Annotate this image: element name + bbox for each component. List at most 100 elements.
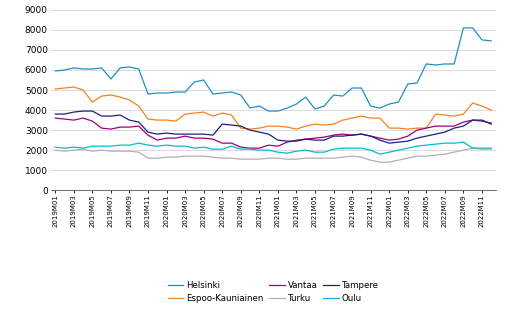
Espoo-Kauniainen bbox=[126, 98, 132, 102]
Turku bbox=[478, 147, 484, 151]
Espoo-Kauniainen bbox=[237, 126, 243, 130]
Tampere bbox=[321, 138, 327, 142]
Tampere bbox=[256, 130, 262, 134]
Espoo-Kauniainen bbox=[367, 116, 373, 120]
Tampere bbox=[126, 118, 132, 122]
Helsinki bbox=[339, 94, 345, 98]
Tampere bbox=[182, 132, 188, 136]
Oulu bbox=[460, 140, 466, 144]
Turku bbox=[210, 155, 216, 159]
Helsinki bbox=[117, 66, 123, 70]
Turku bbox=[404, 156, 410, 160]
Vantaa bbox=[293, 138, 299, 142]
Oulu bbox=[367, 148, 373, 152]
Helsinki bbox=[135, 67, 141, 71]
Turku bbox=[469, 146, 475, 150]
Helsinki bbox=[246, 106, 252, 110]
Turku bbox=[135, 150, 141, 154]
Tampere bbox=[395, 140, 401, 144]
Oulu bbox=[450, 141, 457, 145]
Oulu bbox=[145, 143, 151, 147]
Line: Espoo-Kauniainen: Espoo-Kauniainen bbox=[55, 87, 490, 129]
Tampere bbox=[191, 132, 197, 136]
Tampere bbox=[52, 112, 58, 116]
Oulu bbox=[80, 146, 86, 150]
Tampere bbox=[71, 110, 77, 114]
Tampere bbox=[62, 112, 68, 116]
Helsinki bbox=[413, 81, 419, 85]
Espoo-Kauniainen bbox=[302, 124, 308, 128]
Oulu bbox=[237, 147, 243, 151]
Vantaa bbox=[154, 138, 160, 142]
Oulu bbox=[293, 149, 299, 153]
Espoo-Kauniainen bbox=[210, 114, 216, 118]
Turku bbox=[441, 152, 447, 156]
Turku bbox=[367, 158, 373, 162]
Vantaa bbox=[432, 124, 438, 128]
Helsinki bbox=[321, 104, 327, 108]
Vantaa bbox=[395, 137, 401, 141]
Helsinki bbox=[487, 39, 493, 43]
Espoo-Kauniainen bbox=[145, 117, 151, 121]
Vantaa bbox=[487, 121, 493, 125]
Line: Turku: Turku bbox=[55, 148, 490, 162]
Tampere bbox=[450, 126, 457, 130]
Turku bbox=[108, 149, 114, 153]
Vantaa bbox=[237, 145, 243, 149]
Tampere bbox=[284, 139, 290, 143]
Oulu bbox=[432, 142, 438, 146]
Turku bbox=[460, 148, 466, 152]
Turku bbox=[358, 155, 364, 159]
Turku bbox=[200, 154, 206, 158]
Tampere bbox=[210, 133, 216, 137]
Vantaa bbox=[108, 127, 114, 131]
Helsinki bbox=[395, 100, 401, 104]
Helsinki bbox=[376, 106, 382, 110]
Espoo-Kauniainen bbox=[311, 122, 318, 126]
Tampere bbox=[145, 130, 151, 134]
Oulu bbox=[265, 148, 271, 152]
Turku bbox=[265, 156, 271, 160]
Vantaa bbox=[210, 137, 216, 141]
Oulu bbox=[71, 145, 77, 149]
Oulu bbox=[228, 144, 234, 148]
Vantaa bbox=[246, 146, 252, 150]
Tampere bbox=[367, 134, 373, 138]
Espoo-Kauniainen bbox=[80, 88, 86, 92]
Tampere bbox=[469, 118, 475, 122]
Tampere bbox=[330, 134, 336, 138]
Helsinki bbox=[71, 66, 77, 70]
Vantaa bbox=[330, 133, 336, 137]
Oulu bbox=[395, 148, 401, 152]
Espoo-Kauniainen bbox=[432, 112, 438, 116]
Vantaa bbox=[404, 134, 410, 138]
Espoo-Kauniainen bbox=[293, 127, 299, 131]
Helsinki bbox=[145, 92, 151, 96]
Vantaa bbox=[71, 118, 77, 122]
Vantaa bbox=[163, 136, 169, 140]
Espoo-Kauniainen bbox=[200, 110, 206, 114]
Tampere bbox=[460, 124, 466, 128]
Oulu bbox=[469, 146, 475, 150]
Helsinki bbox=[385, 102, 391, 106]
Tampere bbox=[348, 133, 355, 137]
Helsinki bbox=[228, 90, 234, 94]
Turku bbox=[173, 155, 179, 159]
Oulu bbox=[135, 141, 141, 145]
Espoo-Kauniainen bbox=[135, 104, 141, 108]
Vantaa bbox=[52, 116, 58, 120]
Vantaa bbox=[478, 119, 484, 123]
Oulu bbox=[339, 146, 345, 150]
Oulu bbox=[62, 146, 68, 150]
Turku bbox=[117, 149, 123, 153]
Turku bbox=[376, 160, 382, 164]
Turku bbox=[80, 147, 86, 151]
Tampere bbox=[487, 122, 493, 126]
Espoo-Kauniainen bbox=[117, 95, 123, 99]
Oulu bbox=[173, 144, 179, 148]
Tampere bbox=[339, 134, 345, 138]
Espoo-Kauniainen bbox=[358, 114, 364, 118]
Turku bbox=[98, 148, 105, 152]
Oulu bbox=[404, 146, 410, 150]
Turku bbox=[293, 157, 299, 161]
